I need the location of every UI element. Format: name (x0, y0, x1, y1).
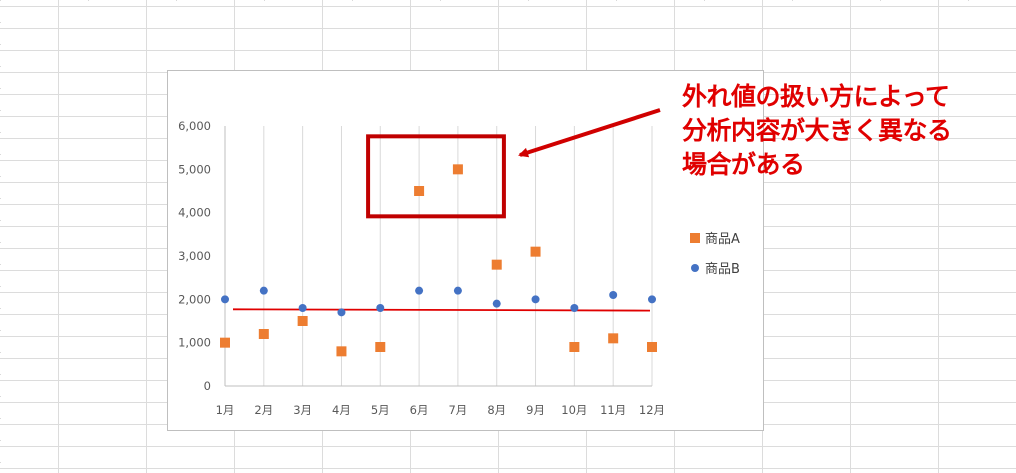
x-tick-label: 6月 (410, 403, 429, 417)
data-point-series-b (415, 286, 424, 295)
data-point-series-b (259, 286, 268, 295)
scatter-chart: 0 1,000 2,000 3,000 4,000 5,000 6,000 1月 2月 3月 4月 5… (178, 119, 740, 417)
callout-line-2: 分析内容が大きく異なる (682, 116, 952, 145)
data-point-series-a (452, 164, 463, 175)
y-tick-label: 3,000 (178, 249, 211, 263)
data-point-series-b (492, 299, 501, 308)
x-tick-label: 3月 (293, 403, 312, 417)
data-point-series-a (297, 316, 308, 326)
data-point-series-b (531, 295, 540, 304)
y-tick-label: 5,000 (178, 162, 211, 176)
x-tick-label: 2月 (254, 403, 273, 417)
data-point-series-b (570, 304, 579, 312)
data-point-series-b (376, 304, 385, 312)
y-tick-label: 1,000 (178, 336, 211, 350)
data-point-series-a (414, 186, 425, 196)
x-tick-label: 1月 (216, 403, 235, 417)
x-tick-label: 5月 (371, 403, 390, 417)
data-point-series-a (220, 337, 230, 348)
outlier-highlight-box (366, 134, 506, 219)
data-point-series-b (221, 295, 229, 304)
x-tick-label: 7月 (448, 403, 467, 417)
x-tick-label: 11月 (600, 403, 626, 417)
x-tick-label: 8月 (487, 403, 506, 417)
y-tick-label: 6,000 (178, 119, 211, 133)
data-point-series-a (530, 246, 541, 257)
y-tick-label: 2,000 (178, 292, 211, 306)
callout-line-3: 場合がある (682, 150, 805, 179)
data-point-series-a (258, 329, 269, 339)
legend-marker-a (690, 233, 700, 243)
x-tick-label: 10月 (561, 403, 587, 417)
legend-label: 商品A (705, 232, 740, 247)
data-point-series-b (609, 291, 618, 299)
data-point-series-b (648, 295, 656, 304)
x-tick-label: 12月 (639, 403, 665, 417)
x-tick-label: 4月 (332, 403, 351, 417)
data-point-series-a (375, 342, 386, 352)
trendline (232, 308, 651, 312)
data-point-series-a (647, 342, 657, 352)
y-tick-label: 0 (204, 379, 211, 393)
data-point-series-a (491, 259, 502, 270)
data-point-series-a (336, 346, 347, 357)
data-point-series-a (569, 342, 580, 352)
y-tick-label: 4,000 (178, 206, 211, 220)
chart-area[interactable]: 0 1,000 2,000 3,000 4,000 5,000 6,000 1月 2月 3月 4月 5… (167, 70, 764, 431)
callout-annotation: 外れ値の扱い方によって 分析内容が大きく異なる 場合がある (682, 80, 1012, 182)
legend-label: 商品B (705, 262, 740, 277)
data-point-series-a (608, 333, 619, 344)
data-point-series-b (453, 286, 462, 295)
data-point-series-b (337, 308, 346, 317)
legend-marker-b (691, 264, 699, 272)
data-point-series-b (298, 304, 307, 312)
callout-line-1: 外れ値の扱い方によって (682, 82, 950, 111)
x-tick-label: 9月 (526, 403, 545, 417)
